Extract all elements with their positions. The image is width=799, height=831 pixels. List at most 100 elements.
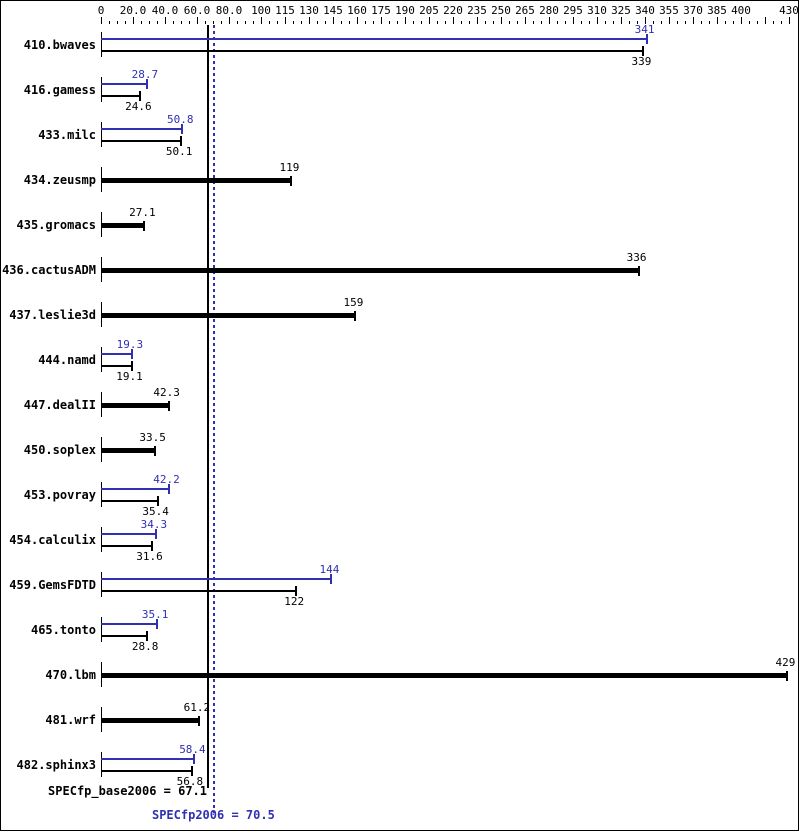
- base-value-label: 50.1: [165, 145, 193, 158]
- base-bar-end-tick: [642, 46, 645, 56]
- benchmark-label: 465.tonto: [30, 623, 96, 637]
- base-mean-line: [207, 25, 210, 788]
- row-baseline-tick: [101, 77, 102, 102]
- axis-minor-tick: [149, 21, 150, 24]
- peak-value-label: 19.3: [116, 338, 144, 351]
- axis-minor-tick: [557, 21, 558, 24]
- axis-minor-tick: [445, 21, 446, 24]
- row-baseline-tick: [101, 482, 102, 507]
- row-baseline-tick: [101, 572, 102, 597]
- axis-major-tick: [789, 17, 790, 24]
- axis-major-tick: [669, 17, 670, 24]
- peak-value-label: 34.3: [140, 518, 168, 531]
- benchmark-label: 416.gamess: [23, 83, 96, 97]
- benchmark-label: 435.gromacs: [16, 218, 96, 232]
- base-value-label: 122: [284, 595, 305, 608]
- axis-major-tick: [621, 17, 622, 24]
- base-value-label: 42.3: [153, 386, 180, 399]
- base-value-label: 119: [279, 161, 300, 174]
- axis-minor-tick: [349, 21, 350, 24]
- base-bar: [101, 500, 158, 502]
- axis-minor-tick: [421, 21, 422, 24]
- base-bar: [101, 770, 192, 772]
- axis-major-tick: [645, 17, 646, 24]
- peak-value-label: 35.1: [141, 608, 169, 621]
- base-bar: [101, 590, 297, 592]
- axis-minor-tick: [461, 21, 462, 24]
- axis-minor-tick: [141, 21, 142, 24]
- base-value-label: 24.6: [125, 100, 152, 113]
- peak-bar: [101, 758, 195, 760]
- axis-tick-label: 220: [443, 4, 463, 17]
- axis-minor-tick: [181, 21, 182, 24]
- axis-tick-label: 40.0: [151, 4, 179, 17]
- base-bar-end-tick: [167, 400, 170, 411]
- base-bar: [101, 718, 199, 723]
- base-bar: [101, 365, 132, 367]
- axis-minor-tick: [373, 21, 374, 24]
- axis-tick-label: 325: [611, 4, 631, 17]
- base-bar: [101, 313, 356, 318]
- peak-bar: [101, 488, 169, 490]
- axis-tick-label: 205: [419, 4, 439, 17]
- axis-minor-tick: [725, 21, 726, 24]
- axis-tick-label: 430: [779, 4, 799, 17]
- axis-minor-tick: [205, 21, 206, 24]
- peak-summary-label: SPECfp2006 = 70.5: [151, 808, 275, 822]
- axis-major-tick: [381, 17, 382, 24]
- benchmark-label: 481.wrf: [45, 713, 96, 727]
- axis-minor-tick: [661, 21, 662, 24]
- peak-bar-end-tick: [156, 619, 159, 629]
- benchmark-label: 434.zeusmp: [23, 173, 96, 187]
- base-bar: [101, 268, 639, 273]
- axis-major-tick: [405, 17, 406, 24]
- base-bar-end-tick: [153, 445, 156, 456]
- axis-tick-label: 340: [635, 4, 655, 17]
- benchmark-label: 447.dealII: [23, 398, 96, 412]
- axis-minor-tick: [365, 21, 366, 24]
- axis-major-tick: [453, 17, 454, 24]
- peak-bar: [101, 533, 156, 535]
- benchmark-label: 437.leslie3d: [9, 308, 96, 322]
- axis-minor-tick: [485, 21, 486, 24]
- base-value-label: 339: [631, 55, 652, 68]
- peak-bar: [101, 578, 332, 580]
- axis-tick-label: 80.0: [215, 4, 243, 17]
- base-bar-end-tick: [295, 586, 298, 596]
- base-value-label: 27.1: [129, 206, 156, 219]
- axis-major-tick: [765, 17, 766, 24]
- axis-tick-label: 265: [515, 4, 535, 17]
- peak-bar-end-tick: [145, 79, 148, 89]
- axis-minor-tick: [613, 21, 614, 24]
- base-bar: [101, 223, 145, 228]
- base-bar: [101, 140, 182, 142]
- axis-minor-tick: [341, 21, 342, 24]
- axis-tick-label: 190: [395, 4, 415, 17]
- axis-tick-label: 115: [275, 4, 295, 17]
- axis-minor-tick: [677, 21, 678, 24]
- base-bar-end-tick: [637, 265, 640, 276]
- base-bar: [101, 673, 788, 678]
- axis-tick-label: 145: [323, 4, 343, 17]
- peak-bar-end-tick: [181, 124, 184, 134]
- axis-minor-tick: [213, 21, 214, 24]
- axis-tick-label: 20.0: [119, 4, 147, 17]
- axis-major-tick: [357, 17, 358, 24]
- axis-minor-tick: [125, 21, 126, 24]
- base-value-label: 28.8: [131, 640, 159, 653]
- axis-major-tick: [597, 17, 598, 24]
- base-bar-end-tick: [197, 715, 200, 726]
- base-bar-end-tick: [190, 766, 193, 776]
- axis-major-tick: [525, 17, 526, 24]
- base-bar-end-tick: [139, 91, 142, 101]
- peak-value-label: 58.4: [179, 743, 206, 756]
- base-value-label: 35.4: [142, 505, 169, 518]
- axis-major-tick: [101, 17, 102, 24]
- base-value-label: 19.1: [116, 370, 143, 383]
- axis-tick-label: 160: [347, 4, 367, 17]
- base-bar-end-tick: [290, 175, 293, 186]
- axis-major-tick: [501, 17, 502, 24]
- axis-major-tick: [165, 17, 166, 24]
- base-value-label: 56.8: [176, 775, 204, 788]
- benchmark-label: 436.cactusADM: [2, 263, 96, 277]
